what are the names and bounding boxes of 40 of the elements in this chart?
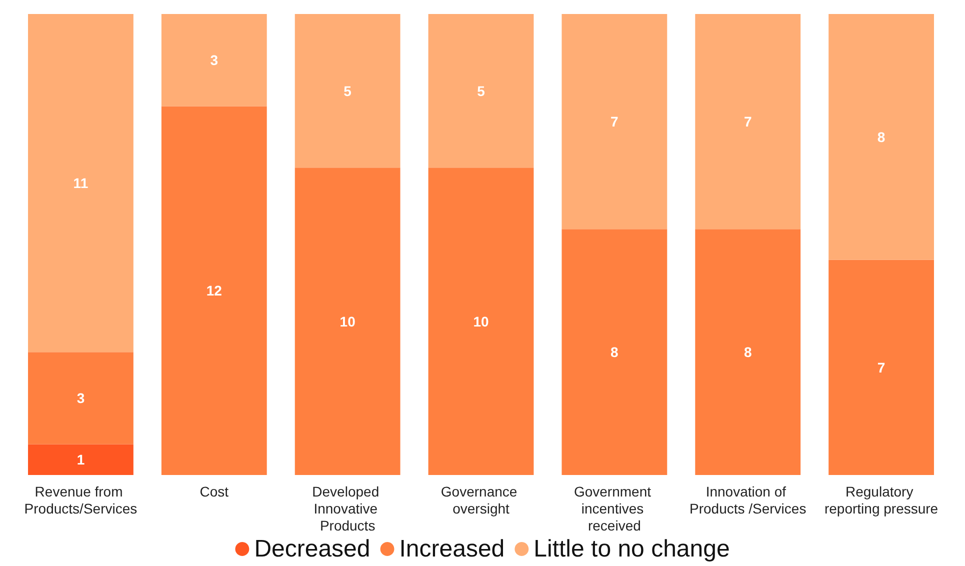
- bar: [294, 168, 400, 475]
- bar: [562, 229, 668, 475]
- x-tick-label: Cost: [200, 484, 229, 500]
- bar: [28, 14, 134, 352]
- bar: [428, 168, 534, 475]
- x-tick-label: Innovation of Products /Services: [690, 484, 806, 516]
- bar: [428, 14, 534, 168]
- x-tick-label: Revenue from Products/Services: [24, 484, 138, 516]
- x-tick-label: Government incentives received: [574, 484, 655, 534]
- bar: [28, 352, 134, 444]
- x-tick-label: Governance oversight: [440, 484, 522, 516]
- bar: [294, 14, 400, 168]
- data-label: 5: [344, 82, 352, 99]
- bar: [161, 106, 267, 475]
- bar: [695, 14, 801, 230]
- bar: [161, 14, 267, 106]
- data-label: 12: [206, 282, 222, 299]
- data-label: 7: [610, 114, 619, 130]
- bar: [828, 260, 934, 475]
- data-label: 7: [744, 114, 752, 130]
- data-label: 10: [473, 313, 489, 330]
- bar: [695, 229, 801, 475]
- data-label: 8: [744, 344, 752, 360]
- x-tick-label: Developed Innovative Products: [312, 484, 383, 534]
- data-label: 8: [877, 128, 886, 145]
- legend-label: Decreased: [254, 536, 370, 562]
- bar: [28, 444, 134, 475]
- bar: [828, 14, 934, 260]
- data-label: 8: [610, 344, 619, 360]
- x-tick-label: Regulatory reporting pressure: [824, 484, 938, 516]
- data-label: 3: [76, 390, 85, 406]
- data-label: 7: [877, 359, 886, 376]
- bar: [562, 14, 668, 230]
- data-label: 10: [340, 313, 356, 330]
- data-label: 3: [210, 52, 218, 68]
- legend-label: Increased: [399, 536, 505, 562]
- data-label: 5: [477, 82, 486, 99]
- data-label: 1: [76, 452, 85, 468]
- data-label: 11: [73, 175, 88, 192]
- legend-label: Little to no change: [534, 536, 730, 562]
